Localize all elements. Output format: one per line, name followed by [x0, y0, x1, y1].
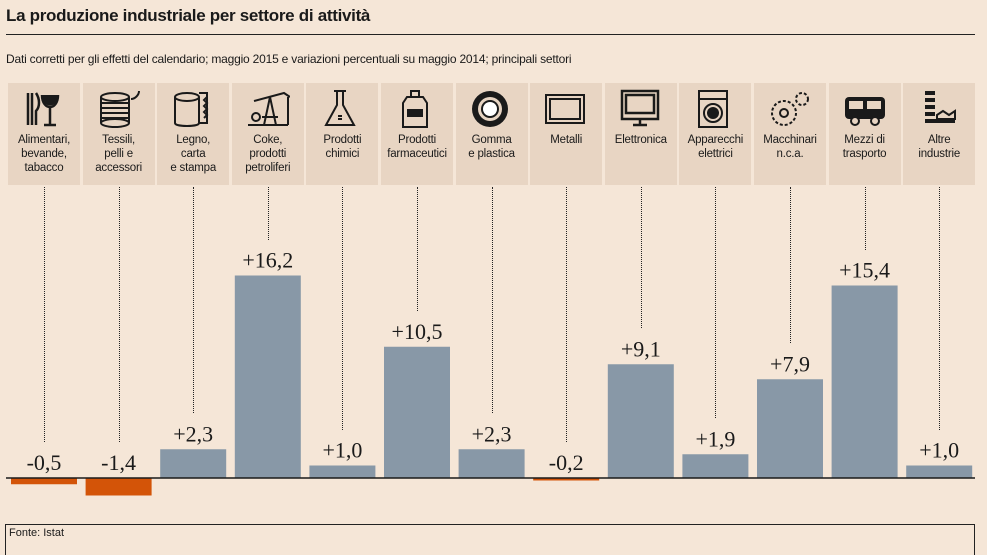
- category-label: Mezzi di trasporto: [842, 134, 887, 160]
- flask-icon: [324, 90, 357, 126]
- category-label: Legno, carta e stampa: [170, 134, 217, 174]
- category-label: Macchinari n.c.a.: [763, 134, 817, 160]
- data-label: +10,5: [392, 319, 443, 344]
- factory-icon: [925, 91, 957, 123]
- bus-icon: [844, 97, 885, 126]
- sector-header-10: Macchinari n.c.a.: [754, 83, 826, 185]
- sector-header-11: Mezzi di trasporto: [828, 83, 901, 185]
- sector-header-4: Prodotti chimici: [306, 83, 379, 185]
- leader-line: [267, 187, 269, 240]
- category-label: Elettronica: [614, 134, 667, 146]
- title-divider: [6, 34, 975, 35]
- sector-header-0: Alimentari, bevande, tabacco: [8, 83, 80, 185]
- cutlery-glass-icon: [26, 92, 60, 127]
- leader-line: [640, 187, 642, 329]
- bar-4: [309, 465, 376, 478]
- data-label: +7,9: [770, 351, 810, 376]
- category-label: Coke, prodotti petroliferi: [245, 134, 291, 174]
- leader-line: [864, 187, 866, 250]
- sector-header-6: Gomma e plastica: [455, 83, 528, 185]
- oil-pump-icon: [247, 91, 290, 126]
- leader-line: [939, 187, 941, 430]
- category-label: Alimentari, bevande, tabacco: [17, 134, 71, 174]
- bar-5: [384, 346, 450, 478]
- data-label: +9,1: [621, 336, 661, 361]
- sector-header-9: Apparecchi elettrici: [679, 83, 752, 185]
- data-label: -1,4: [101, 450, 136, 475]
- category-label: Prodotti farmaceutici: [387, 134, 447, 160]
- bar-6: [458, 449, 525, 478]
- bar-2: [160, 449, 227, 478]
- source-note: Fonte: Istat: [9, 527, 65, 539]
- sector-header-7: Metalli: [530, 83, 603, 185]
- data-label: +2,3: [173, 421, 213, 446]
- leader-line: [417, 187, 418, 311]
- data-label: -0,2: [549, 450, 584, 475]
- sector-header-12: Altre industrie: [903, 83, 976, 185]
- leader-line: [715, 187, 717, 419]
- sector-header-8: Elettronica: [604, 83, 677, 185]
- leader-line: [193, 187, 195, 414]
- bar-10: [757, 379, 823, 478]
- category-label: Metalli: [550, 134, 583, 146]
- bar-12: [906, 465, 973, 478]
- data-label: +15,4: [839, 258, 890, 283]
- medicine-bottle-icon: [402, 90, 428, 128]
- bar-11: [831, 285, 898, 478]
- monitor-icon: [620, 89, 660, 127]
- data-label: +16,2: [242, 248, 293, 273]
- sector-header-3: Coke, prodotti petroliferi: [231, 83, 304, 185]
- chart-subtitle: Dati corretti per gli effetti del calend…: [6, 52, 572, 66]
- bar-7: [533, 478, 600, 481]
- metal-plate-icon: [545, 94, 586, 124]
- sector-header-2: Legno, carta e stampa: [157, 83, 230, 185]
- leader-line: [790, 187, 791, 344]
- sector-header-1: Tessili, pelli e accessori: [82, 83, 155, 185]
- data-label: +1,0: [322, 438, 362, 463]
- leader-line: [566, 187, 568, 442]
- thread-spool-icon: [99, 90, 140, 128]
- data-label: -0,5: [27, 450, 62, 475]
- bar-1: [85, 478, 152, 496]
- data-label: +2,3: [472, 421, 512, 446]
- leader-line: [118, 187, 120, 442]
- gears-icon: [771, 92, 809, 126]
- leader-line: [342, 187, 344, 430]
- bar-8: [607, 364, 674, 478]
- chart-title: La produzione industriale per settore di…: [6, 6, 371, 25]
- footer-box: Fonte: Istat: [5, 524, 975, 555]
- category-label: Apparecchi elettrici: [687, 134, 744, 160]
- data-label: +1,9: [695, 426, 735, 451]
- category-label: Gomma e plastica: [468, 134, 515, 160]
- bar-9: [682, 454, 749, 478]
- sector-header-5: Prodotti farmaceutici: [381, 83, 453, 185]
- washing-machine-icon: [698, 90, 729, 128]
- bar-0: [11, 478, 77, 485]
- data-label: +1,0: [919, 438, 959, 463]
- category-label: Altre industrie: [918, 134, 961, 160]
- tire-icon: [471, 91, 508, 127]
- category-label: Prodotti chimici: [323, 134, 362, 160]
- category-label: Tessili, pelli e accessori: [95, 134, 142, 174]
- paper-roll-icon: [174, 92, 209, 127]
- leader-line: [491, 187, 493, 414]
- bar-3: [234, 275, 301, 478]
- leader-line: [44, 187, 45, 442]
